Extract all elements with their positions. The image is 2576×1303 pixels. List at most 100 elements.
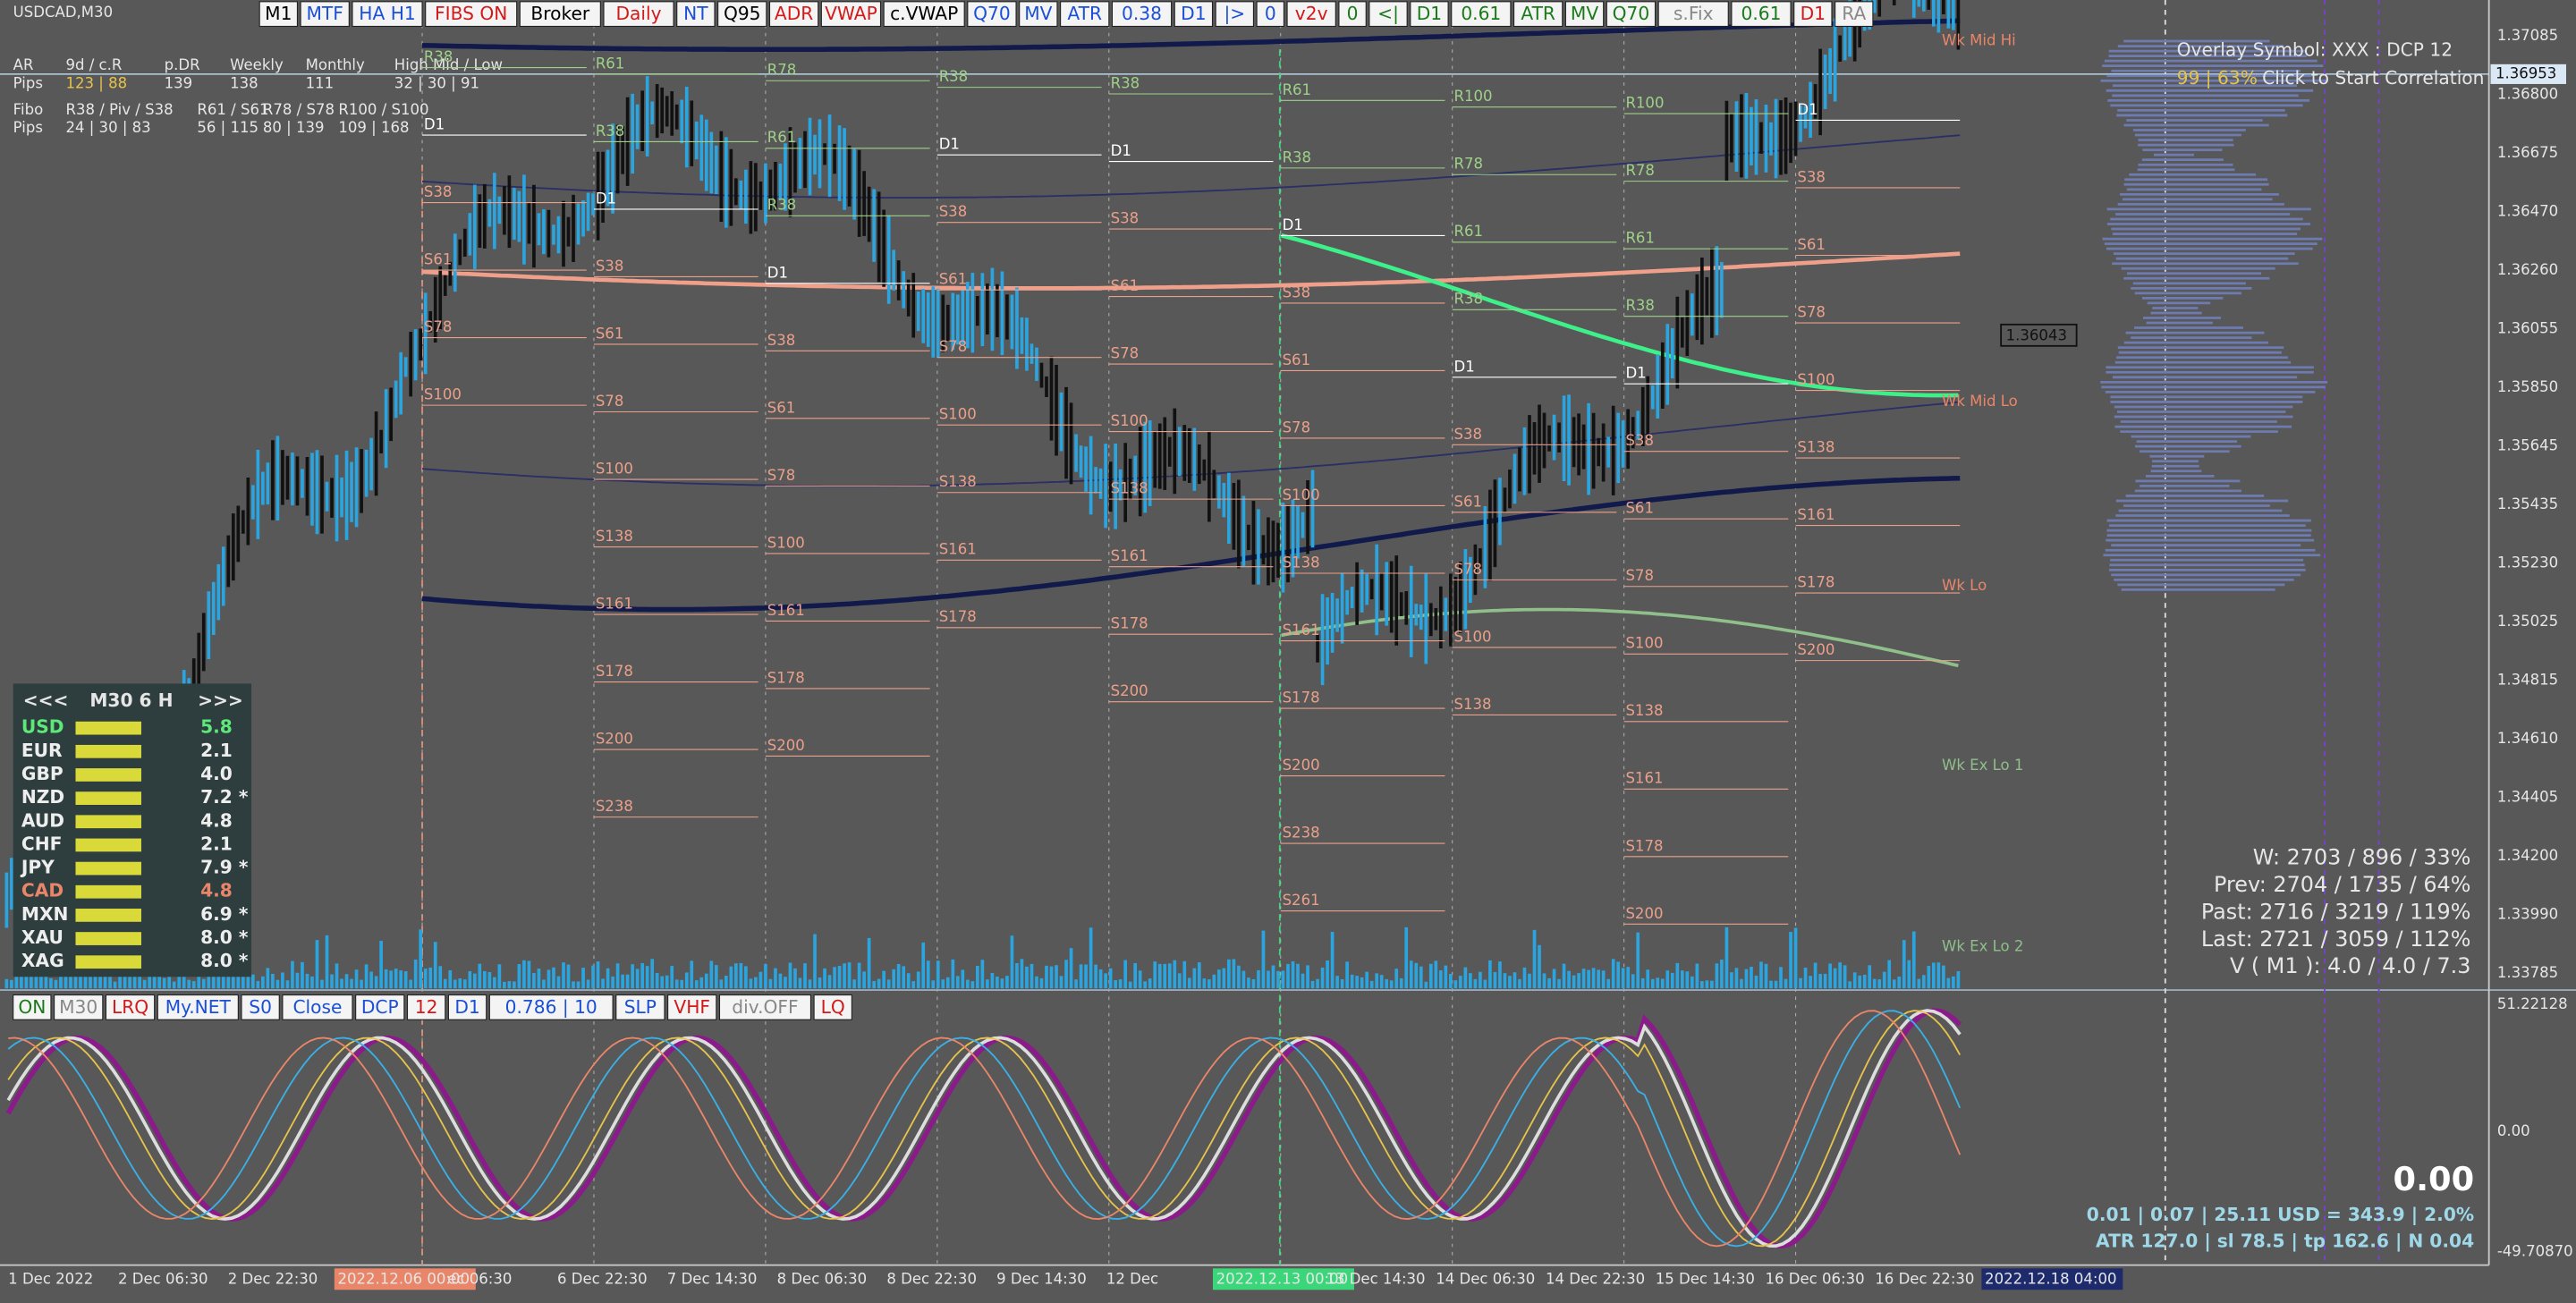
indicator-line [1281,607,1959,668]
fib-label: R38 [596,123,625,140]
time-highlight [334,1268,476,1290]
toolbar-button-label: D1 [1181,3,1206,24]
overlay-symbol: Overlay Symbol: XXX : DCP 12 [2177,39,2453,61]
toolbar-button-label: FIBS ON [435,3,507,24]
fib-label: S161 [767,602,805,619]
currency: NZD [21,786,64,808]
fib-label: S200 [1111,682,1148,699]
toolbar-button [1451,1,1512,28]
strength-gradient [75,721,141,735]
strength-value: 2.1 [200,740,233,761]
toolbar-button [768,1,819,28]
toolbar-button-label: HA H1 [359,3,415,24]
price-tag: 1.36043 [2006,326,2067,343]
weekly-level: Wk Mid Lo [1942,393,2018,410]
info-text: R61 / S61 [197,101,268,118]
indicator-line [7,1010,1962,1248]
toolbar-button [241,994,280,1020]
fib-label: S100 [939,406,977,423]
strength-value: 4.8 [200,809,233,831]
toolbar-button [718,994,811,1020]
time-axis-label: 12 Dec [1106,1271,1158,1288]
fib-label: S61 [767,399,796,416]
indicator-line [6,1009,1962,1248]
price-axis-label: 1.36470 [2497,203,2558,220]
price-axis-label: 1.33785 [2497,964,2558,981]
info-text: Fibo [13,101,43,118]
fib-label: R38 [939,68,969,85]
fib-label: S138 [1454,696,1492,713]
info-text: 9d / c.R [65,56,122,73]
toolbar-button-label: <| [1377,3,1399,24]
strength-value: 6.9 * [200,903,249,925]
stat-line: W: 2703 / 896 / 33% [2253,845,2471,870]
fib-label: S100 [596,460,633,477]
toolbar-button [447,994,487,1020]
toolbar-button [1368,1,1408,28]
overlay-action[interactable]: Click to Start Correlation [2262,67,2484,89]
stat-line: Prev: 2704 / 1735 / 64% [2214,872,2470,897]
toolbar-button [1657,1,1729,28]
fib-label: R38 [424,48,453,65]
fib-label: R38 [1283,148,1312,165]
fib-label: S138 [1625,702,1663,719]
toolbar-button-label: 12 [415,996,438,1018]
strength-header[interactable]: >>> [198,690,243,711]
strength-value: 5.8 [200,716,233,738]
fib-label: D1 [1283,216,1303,233]
toolbar-button [1564,1,1605,28]
fib-label: S161 [1625,770,1663,787]
toolbar-button [488,994,614,1020]
strength-gradient [75,744,141,758]
fib-label: S200 [1625,905,1663,922]
time-axis-label: 14 Dec 22:30 [1546,1271,1645,1288]
info-text: 109 | 168 [338,119,409,136]
toolbar-button [1256,1,1284,28]
overlay-corr: 99 | 63% [2177,67,2258,89]
fib-label: S38 [1797,168,1826,185]
weekly-level: Wk Ex Lo 1 [1942,757,2023,774]
fib-label: S178 [767,669,805,686]
info-text: 138 [230,74,258,91]
fib-label: R61 [1625,230,1655,247]
fib-label: S238 [596,798,633,815]
weekly-level: Wk Ex Lo 2 [1942,938,2023,955]
info-text: 111 [306,74,335,91]
time-axis-label: 8 Dec 22:30 [886,1271,977,1288]
toolbar-button-label: DCP [361,996,399,1018]
info-text: Monthly [306,56,365,73]
fib-label: S61 [1283,351,1311,368]
toolbar-button-label: 0 [1347,3,1359,24]
toolbar-button-label: Close [292,996,342,1018]
currency: AUD [21,809,64,831]
fib-label: S200 [767,737,805,754]
time-axis-label: 16 Dec 22:30 [1875,1271,1974,1288]
time-axis-label: 2022.12.13 00:00 [1216,1271,1348,1288]
toolbar-button [300,1,350,28]
toolbar-button [54,994,104,1020]
strength-header[interactable]: <<< [23,690,69,711]
stat-line: Past: 2716 / 3219 / 119% [2201,899,2471,924]
strength-gradient [75,932,141,945]
fib-label: S61 [1797,236,1826,253]
fib-label: S38 [1283,283,1311,300]
fib-label: R78 [767,62,797,79]
toolbar-button [282,994,353,1020]
currency: MXN [21,903,69,925]
info-text: p.DR [165,56,200,73]
time-axis-label: 1 Dec 2022 [8,1271,93,1288]
fib-label: R100 [1454,88,1493,105]
price-axis-label: 1.36800 [2497,86,2558,103]
fib-label: R38 [1454,291,1484,308]
toolbar-button-label: M1 [265,3,292,24]
fib-label: R78 [1625,162,1655,179]
strength-gradient [75,768,141,782]
toolbar-button-label: Broker [530,3,589,24]
time-axis-label: 2022.12.18 04:00 [1985,1271,2116,1288]
toolbar-button-label: LQ [821,996,845,1018]
strength-gradient [75,815,141,829]
toolbar-button-label: D1 [1417,3,1442,24]
toolbar-button [717,1,767,28]
toolbar-button-label: 0.38 [1122,3,1162,24]
toolbar-button [406,994,446,1020]
